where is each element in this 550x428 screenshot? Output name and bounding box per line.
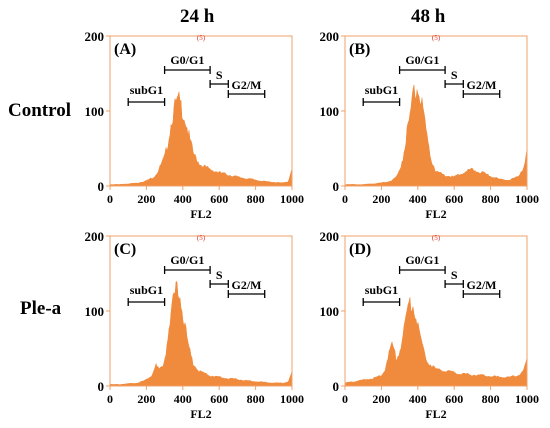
x-tick-label: 1000 <box>280 392 304 406</box>
x-tick-label: 400 <box>174 392 192 406</box>
x-axis-label: FL2 <box>190 207 211 221</box>
panel-label: (B) <box>349 41 370 58</box>
x-axis-label: FL2 <box>190 407 211 421</box>
row-header-control: Control <box>8 100 71 121</box>
y-tick-label: 100 <box>320 304 340 319</box>
x-tick-label: 200 <box>137 392 155 406</box>
gate-marker-label: S <box>216 68 223 82</box>
panel-label: (D) <box>349 241 371 258</box>
x-axis-label: FL2 <box>425 207 446 221</box>
y-tick-label: 200 <box>85 29 105 44</box>
x-tick-label: 600 <box>445 192 463 206</box>
gate-marker-label: S <box>451 268 458 282</box>
y-tick-label: 200 <box>320 229 340 244</box>
y-tick-label: 0 <box>98 179 105 194</box>
histogram-area <box>344 297 528 387</box>
gate-marker-label: G0/G1 <box>170 53 204 67</box>
top-marker-label: (5) <box>432 34 441 42</box>
x-tick-label: 0 <box>342 392 348 406</box>
x-tick-label: 800 <box>482 192 500 206</box>
gate-marker-label: subG1 <box>365 283 398 297</box>
x-tick-label: 1000 <box>515 192 539 206</box>
x-tick-label: 400 <box>174 192 192 206</box>
x-tick-label: 200 <box>372 192 390 206</box>
top-marker-label: (5) <box>197 34 206 42</box>
y-tick-label: 0 <box>98 379 105 394</box>
y-tick-label: 100 <box>85 104 105 119</box>
histogram-area <box>344 84 528 187</box>
x-tick-label: 1000 <box>515 392 539 406</box>
x-tick-label: 800 <box>482 392 500 406</box>
gate-marker-label: G0/G1 <box>405 53 439 67</box>
row-header-ple-a: Ple-a <box>20 298 62 319</box>
histogram-area <box>109 91 293 187</box>
gate-marker-label: subG1 <box>365 83 398 97</box>
x-tick-label: 0 <box>342 192 348 206</box>
y-tick-label: 200 <box>85 229 105 244</box>
gate-marker-label: subG1 <box>130 83 163 97</box>
gate-marker-label: G0/G1 <box>405 253 439 267</box>
gate-marker-label: subG1 <box>130 283 163 297</box>
y-tick-label: 0 <box>333 379 340 394</box>
column-header-24h: 24 h <box>180 6 215 27</box>
x-tick-label: 0 <box>107 192 113 206</box>
x-tick-label: 200 <box>137 192 155 206</box>
histogram-area <box>109 281 293 387</box>
x-tick-label: 400 <box>409 392 427 406</box>
panel-label: (C) <box>114 241 136 258</box>
x-tick-label: 600 <box>210 192 228 206</box>
top-marker-label: (5) <box>197 234 206 242</box>
x-tick-label: 200 <box>372 392 390 406</box>
top-marker-label: (5) <box>432 234 441 242</box>
histogram-panel-d: 0 100 200 0 200 400 600 800 1000 FL2 (D) (5) subG1 G0… <box>320 229 540 421</box>
gate-marker-label: G2/M <box>232 278 262 292</box>
gate-marker-label: G2/M <box>232 78 262 92</box>
gate-marker-label: S <box>451 68 458 82</box>
x-tick-label: 1000 <box>280 192 304 206</box>
gate-marker-label: S <box>216 268 223 282</box>
histogram-panel-b: 0 100 200 0 200 400 600 800 1000 FL2 (B) (5) subG1 G0… <box>320 29 540 221</box>
gate-marker-label: G0/G1 <box>170 253 204 267</box>
y-tick-label: 200 <box>320 29 340 44</box>
y-tick-label: 100 <box>85 304 105 319</box>
gate-marker-label: G2/M <box>467 278 497 292</box>
gate-marker-label: G2/M <box>467 78 497 92</box>
x-tick-label: 600 <box>445 392 463 406</box>
x-tick-label: 400 <box>409 192 427 206</box>
column-header-48h: 48 h <box>411 6 446 27</box>
y-tick-label: 100 <box>320 104 340 119</box>
x-axis-label: FL2 <box>425 407 446 421</box>
panel-label: (A) <box>114 41 136 58</box>
y-tick-label: 0 <box>333 179 340 194</box>
x-tick-label: 0 <box>107 392 113 406</box>
histogram-panel-a: 0 100 200 0 200 400 600 800 1000 FL2 (A) (5) subG1 G0… <box>85 29 305 221</box>
x-tick-label: 600 <box>210 392 228 406</box>
histogram-panel-c: 0 100 200 0 200 400 600 800 1000 FL2 (C) (5) subG1 G0… <box>85 229 305 421</box>
x-tick-label: 800 <box>247 192 265 206</box>
x-tick-label: 800 <box>247 392 265 406</box>
